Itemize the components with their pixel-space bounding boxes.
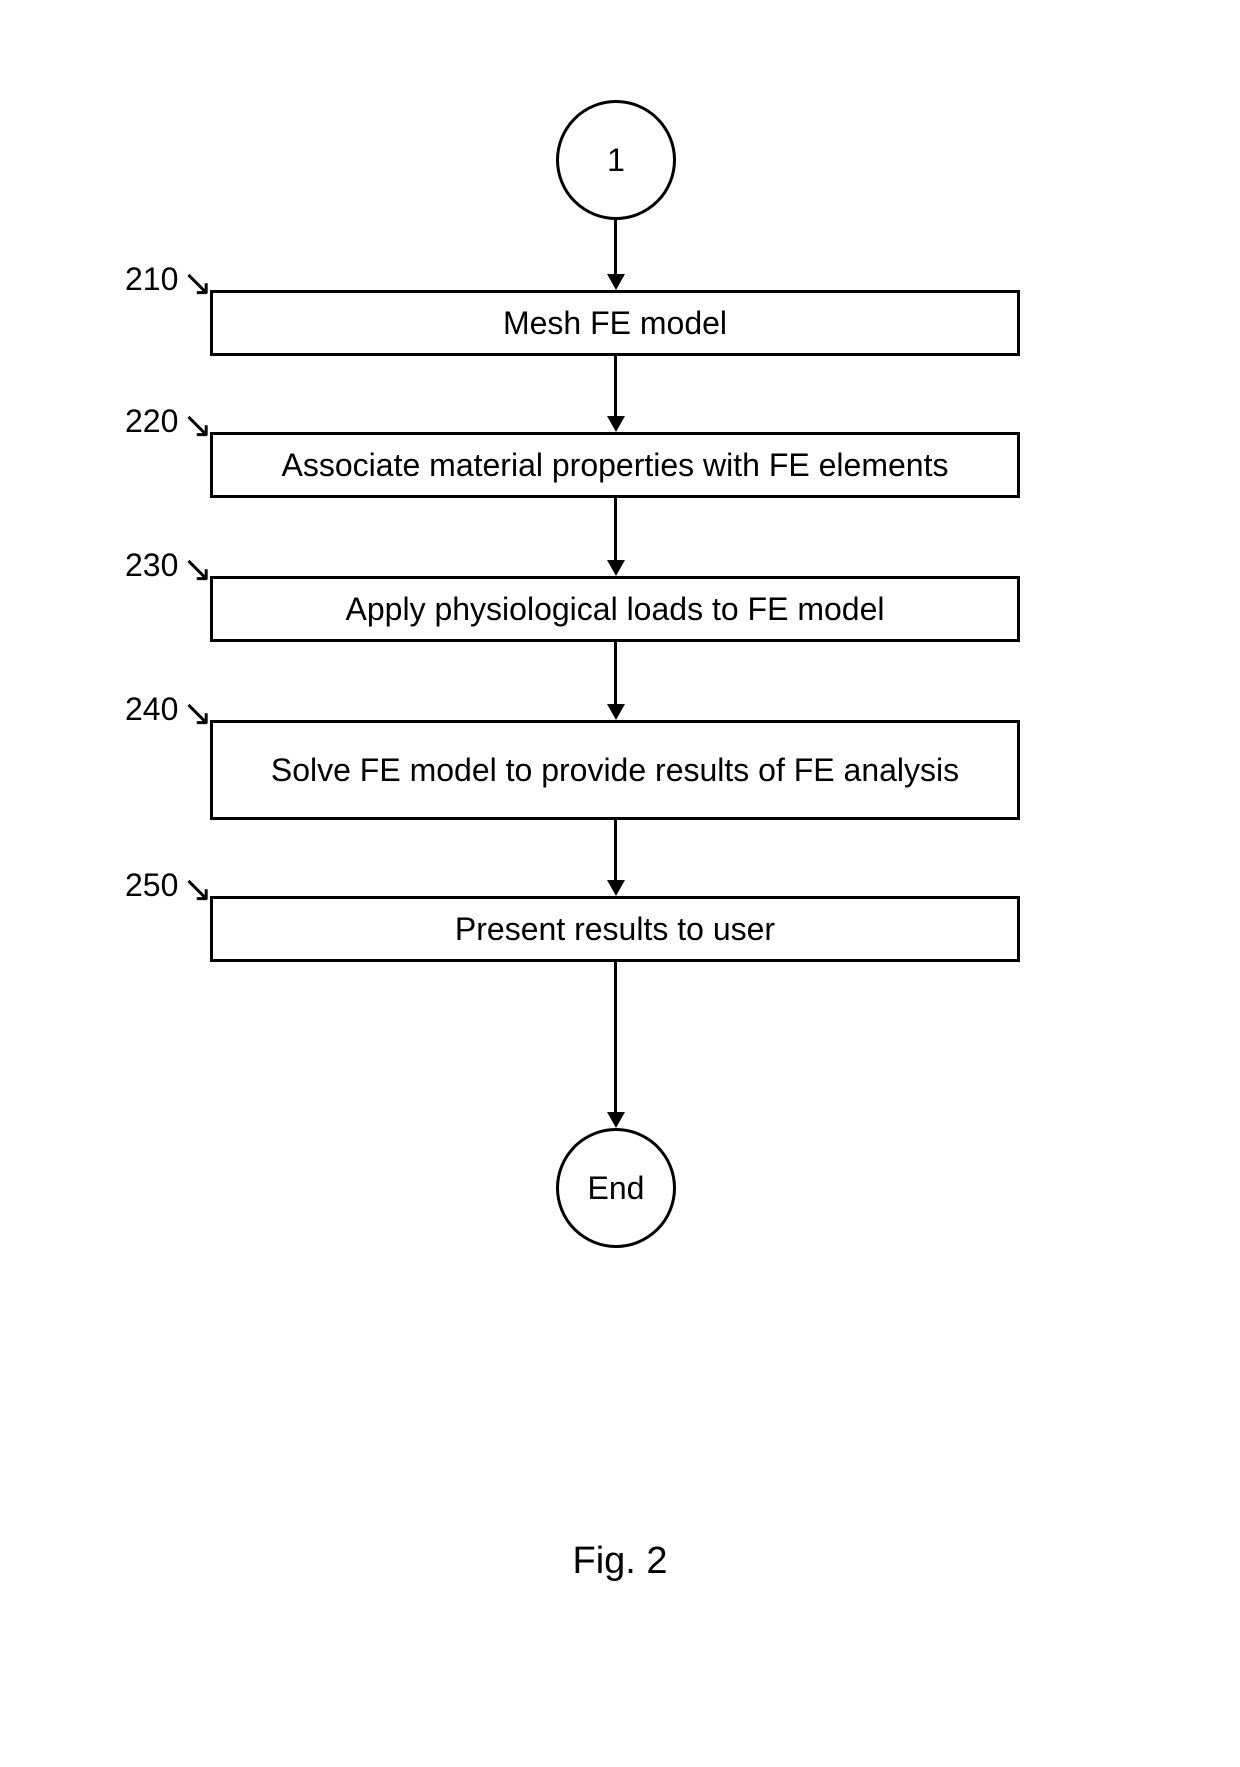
step-apply-loads: Apply physiological loads to FE model bbox=[210, 576, 1020, 642]
end-node: End bbox=[556, 1128, 676, 1248]
ref-arrow-icon: ↘ bbox=[182, 548, 212, 590]
ref-text: 210 bbox=[125, 261, 178, 298]
ref-arrow-icon: ↘ bbox=[182, 692, 212, 734]
ref-label-240: 240 ↘ bbox=[125, 688, 213, 730]
arrow-line bbox=[614, 962, 617, 1112]
step-mesh-fe-model: Mesh FE model bbox=[210, 290, 1020, 356]
arrow-head bbox=[607, 704, 625, 720]
step-label: Mesh FE model bbox=[503, 305, 727, 342]
ref-arrow-icon: ↘ bbox=[182, 404, 212, 446]
arrow-head bbox=[607, 274, 625, 290]
ref-label-230: 230 ↘ bbox=[125, 544, 213, 586]
step-label: Associate material properties with FE el… bbox=[282, 447, 949, 484]
arrow-head bbox=[607, 560, 625, 576]
step-label: Apply physiological loads to FE model bbox=[346, 591, 885, 628]
step-label: Present results to user bbox=[455, 911, 775, 948]
ref-text: 250 bbox=[125, 867, 178, 904]
step-solve-fe-model: Solve FE model to provide results of FE … bbox=[210, 720, 1020, 820]
arrow-line bbox=[614, 356, 617, 416]
start-label: 1 bbox=[607, 142, 625, 179]
arrow-head bbox=[607, 416, 625, 432]
ref-label-250: 250 ↘ bbox=[125, 864, 213, 906]
ref-label-210: 210 ↘ bbox=[125, 258, 213, 300]
arrow-head bbox=[607, 1112, 625, 1128]
step-present-results: Present results to user bbox=[210, 896, 1020, 962]
ref-arrow-icon: ↘ bbox=[182, 262, 212, 304]
ref-text: 230 bbox=[125, 547, 178, 584]
start-node: 1 bbox=[556, 100, 676, 220]
arrow-line bbox=[614, 642, 617, 704]
step-associate-materials: Associate material properties with FE el… bbox=[210, 432, 1020, 498]
flowchart-container: 1 210 ↘ Mesh FE model 220 ↘ Associate ma… bbox=[0, 0, 1240, 1767]
end-label: End bbox=[588, 1170, 645, 1207]
step-label: Solve FE model to provide results of FE … bbox=[271, 752, 959, 789]
figure-caption: Fig. 2 bbox=[572, 1540, 667, 1583]
ref-label-220: 220 ↘ bbox=[125, 400, 213, 442]
arrow-line bbox=[614, 220, 617, 274]
ref-text: 220 bbox=[125, 403, 178, 440]
arrow-line bbox=[614, 820, 617, 880]
ref-text: 240 bbox=[125, 691, 178, 728]
arrow-line bbox=[614, 498, 617, 560]
caption-text: Fig. 2 bbox=[572, 1540, 667, 1582]
ref-arrow-icon: ↘ bbox=[182, 868, 212, 910]
arrow-head bbox=[607, 880, 625, 896]
